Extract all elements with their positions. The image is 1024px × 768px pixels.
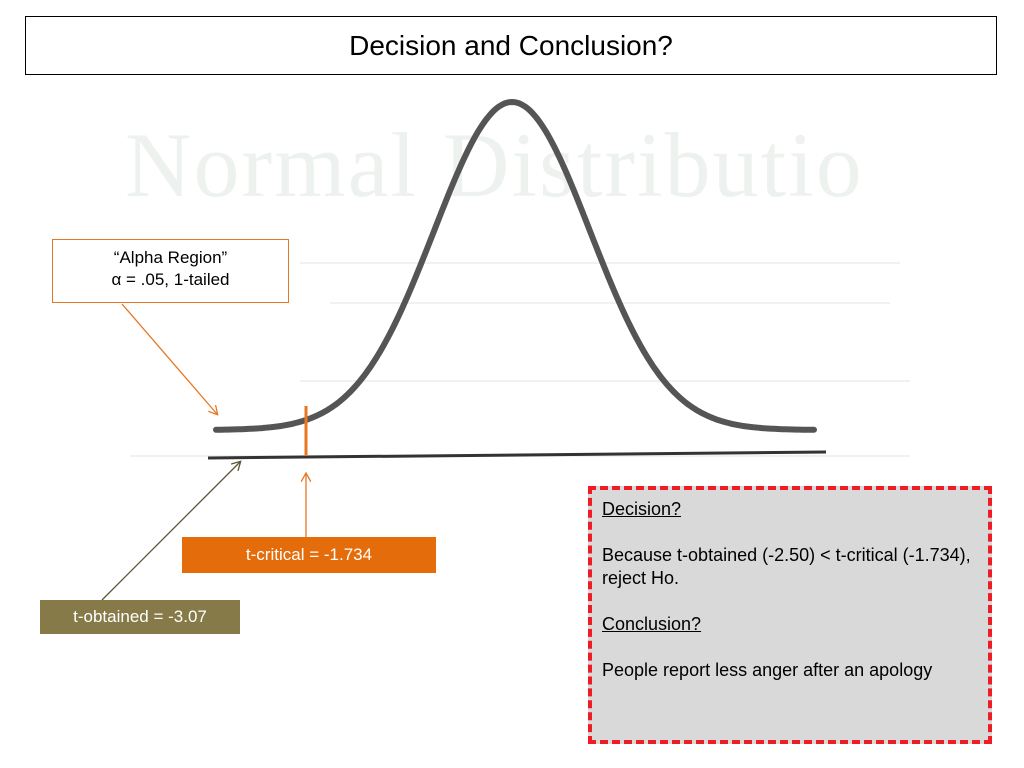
t-obtained-label: t-obtained = -3.07: [40, 600, 240, 634]
t-critical-label: t-critical = -1.734: [182, 537, 436, 573]
decision-conclusion-box: Decision? Because t-obtained (-2.50) < t…: [588, 486, 992, 744]
background-rule-2: [330, 302, 890, 304]
alpha-region-callout: “Alpha Region” α = .05, 1-tailed: [52, 239, 289, 303]
background-rule-3: [300, 380, 910, 382]
t-obtained-arrow: [101, 462, 240, 601]
background-heading-text: Normal Distributio: [125, 114, 864, 216]
decision-text: Because t-obtained (-2.50) < t-critical …: [602, 545, 971, 588]
alpha-region-detail: α = .05, 1-tailed: [111, 270, 230, 289]
conclusion-heading: Conclusion?: [602, 614, 702, 634]
alpha-region-title: “Alpha Region”: [113, 248, 228, 267]
conclusion-text: People report less anger after an apolog…: [602, 660, 933, 680]
baseline: [207, 450, 827, 460]
bell-curve: [213, 98, 817, 433]
alpha-arrow: [121, 303, 217, 414]
decision-heading: Decision?: [602, 499, 682, 519]
slide-title: Decision and Conclusion?: [25, 16, 997, 75]
